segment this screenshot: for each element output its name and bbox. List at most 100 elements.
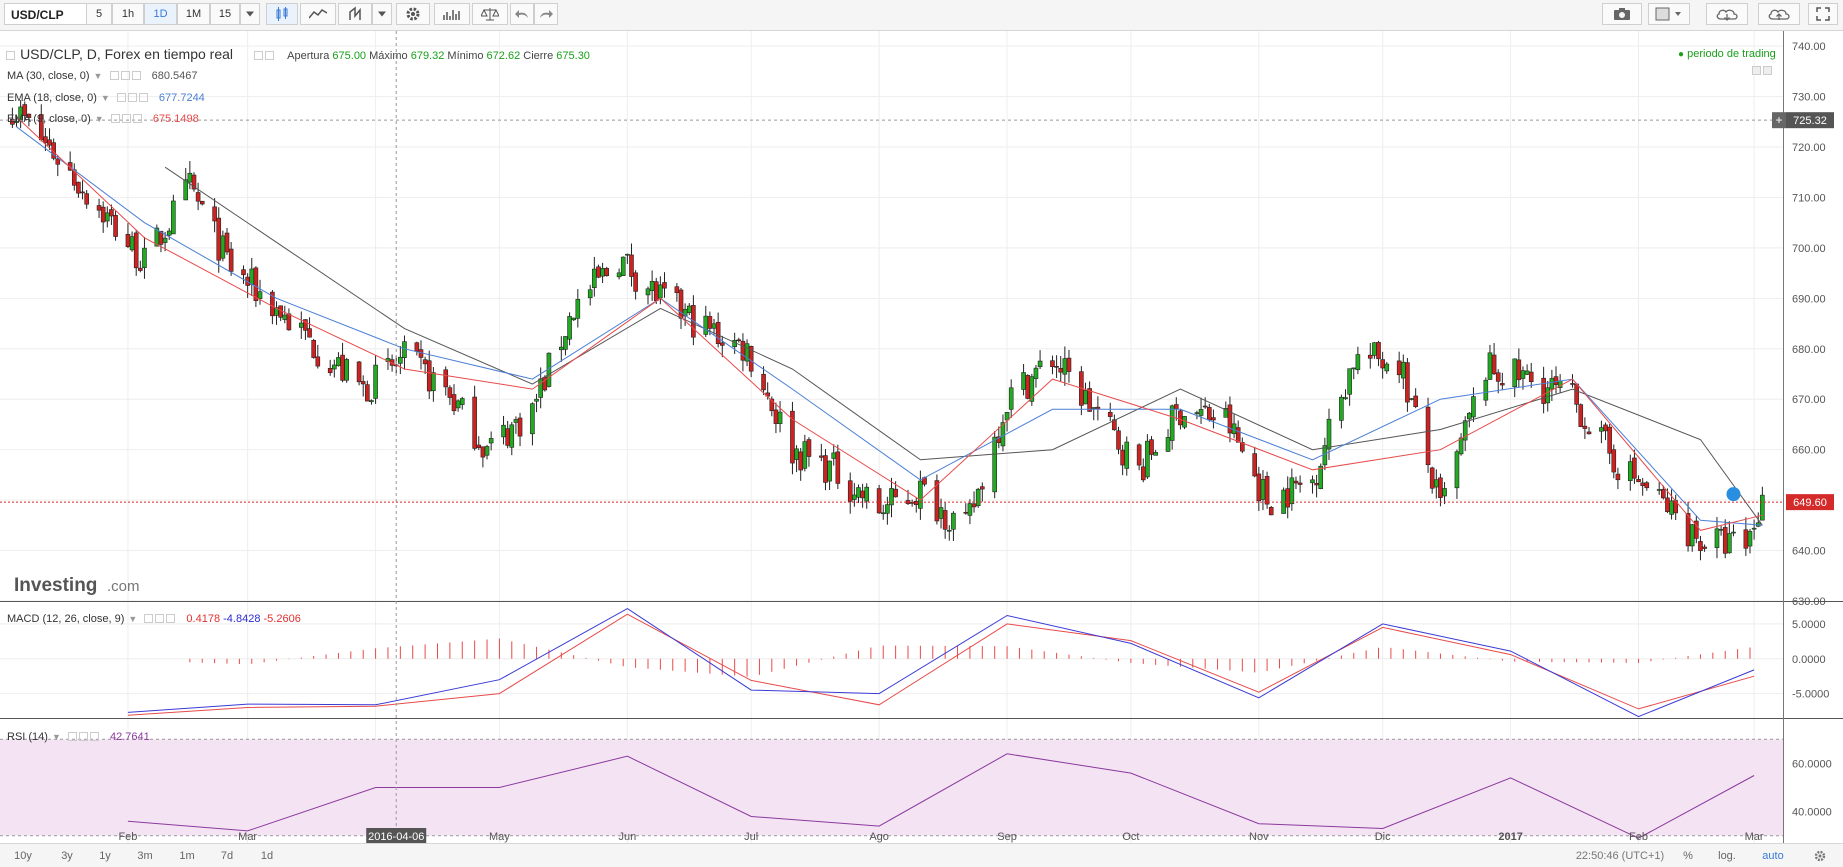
ema9-visibility-icon[interactable] [110,114,120,123]
candle-body [1661,489,1666,499]
settings-button[interactable] [396,3,430,25]
candle-body [1095,406,1101,410]
candle-body [249,268,255,285]
redo-icon [540,10,553,18]
bottom-toolbar: 10y 3y 1y 3m 1m 7d 1d 22:50:46 (UTC+1) %… [0,843,1843,867]
chevron-down-icon[interactable]: ▼ [100,93,110,103]
candle [1512,358,1518,398]
snapshot-button[interactable] [1602,3,1642,25]
candle [365,380,370,402]
candle-body [1372,342,1377,356]
ema18-settings-icon[interactable] [127,93,137,102]
layout-button[interactable] [1648,3,1690,25]
ema9-remove-icon[interactable] [132,114,142,123]
candle-body [336,357,341,367]
interval-1h-button[interactable]: 1h [112,3,144,25]
range-1m-button[interactable]: 1m [179,850,195,862]
save-cloud-button[interactable] [1758,3,1800,25]
candle-body [1235,427,1241,443]
load-cloud-button[interactable] [1706,3,1748,25]
macd-settings-icon[interactable] [155,614,165,623]
scale-pin-icon[interactable] [1763,66,1772,75]
candle [1264,471,1270,509]
legend-close-icon[interactable] [265,51,275,60]
ema18-remove-icon[interactable] [138,93,148,102]
rsi-settings-icon[interactable] [78,732,88,741]
compare-button[interactable] [472,3,508,25]
interval-1d-button[interactable]: 1D [144,3,177,25]
candle-body [678,289,684,319]
drawing-tools-button[interactable] [338,3,372,25]
fullscreen-button[interactable] [1808,3,1838,25]
candle-body [653,281,659,302]
candle-body [373,364,378,399]
interval-dropdown-button[interactable] [240,3,260,25]
log-scale-button[interactable]: log. [1718,850,1736,862]
interval-1m-button[interactable]: 1M [177,3,210,25]
ma-visibility-icon[interactable] [109,71,119,80]
ma-settings-icon[interactable] [120,71,130,80]
candle-body [1310,479,1315,484]
candle [1487,344,1493,380]
range-1d-button[interactable]: 1d [260,850,274,862]
candle [596,264,601,279]
candle [819,443,824,462]
area-style-button[interactable] [300,3,336,25]
interval-5-button[interactable]: 5 [86,3,112,25]
macd-visibility-icon[interactable] [144,614,154,623]
chart-area[interactable]: Feb Mar May Jun Jul Ago Sep Oct Nov Dic 2017 Feb Mar… [0,31,1843,843]
macd-remove-icon[interactable] [166,614,176,623]
indicators-button[interactable] [434,3,470,25]
candle-body [1343,397,1348,400]
interval-15-button[interactable]: 15 [210,3,240,25]
candle-body [1462,420,1468,441]
candle [794,445,799,473]
candle-body [187,172,193,183]
chevron-down-icon[interactable]: ▼ [51,732,61,742]
legend-settings-icon[interactable] [254,51,264,60]
drawing-dropdown-button[interactable] [372,3,392,25]
candle [1207,403,1212,422]
range-3y-button[interactable]: 3y [61,850,73,862]
candle-body [794,448,799,460]
x-tick-label: Dic [1375,831,1391,843]
candle [1256,466,1262,511]
candle [1553,366,1559,394]
range-3m-button[interactable]: 3m [137,850,153,862]
range-1y-button[interactable]: 1y [99,850,111,862]
redo-button[interactable] [534,3,558,25]
candle-body [451,394,457,412]
candle-body [1644,482,1650,489]
candle [1124,436,1130,476]
candle-body [1747,531,1753,547]
undo-button[interactable] [510,3,534,25]
price-tick-label: 740.00 [1792,41,1826,53]
candle [980,482,985,502]
rsi-remove-icon[interactable] [89,732,99,741]
plus-icon: + [1775,113,1782,127]
candle [1260,470,1266,511]
event-marker [1726,487,1741,502]
chevron-down-icon[interactable]: ▼ [93,71,103,81]
candles-style-button[interactable] [266,3,298,25]
chevron-down-icon[interactable]: ▼ [94,114,104,124]
range-7d-button[interactable]: 7d [220,850,234,862]
collapse-toggle-icon[interactable] [6,51,15,60]
candle-body [369,400,374,403]
chevron-down-icon[interactable]: ▼ [128,614,138,624]
symbol-input[interactable]: USD/CLP [4,3,98,25]
range-10y-button[interactable]: 10y [14,850,32,862]
ema9-settings-icon[interactable] [121,114,131,123]
candle-body [587,289,593,299]
ma-remove-icon[interactable] [131,71,141,80]
scale-lock-icon[interactable] [1752,66,1761,75]
percent-scale-button[interactable]: % [1683,850,1693,862]
auto-scale-button[interactable]: auto [1762,850,1784,862]
candle-body [1062,358,1068,375]
candle-body [1500,383,1505,386]
chart-settings-button[interactable] [1810,848,1830,864]
rsi-visibility-icon[interactable] [67,732,77,741]
ema18-visibility-icon[interactable] [116,93,126,102]
candle-body [860,490,865,499]
crosshair-price-label: 725.32 [1793,115,1827,127]
